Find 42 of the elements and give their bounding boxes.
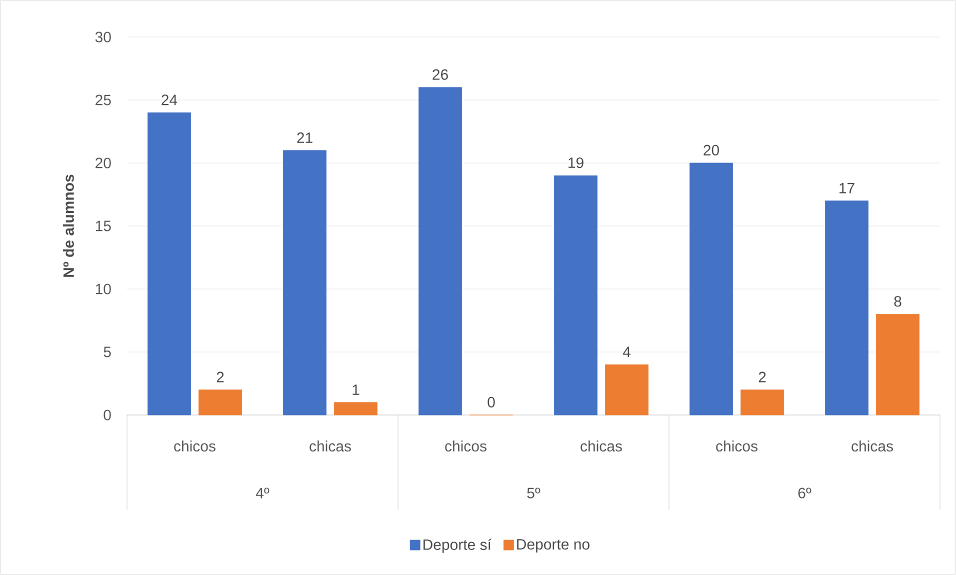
data-label: 1	[352, 384, 360, 395]
data-label: 0	[488, 396, 495, 408]
bar	[876, 314, 920, 416]
y-tick-label: 30	[95, 32, 111, 42]
text: 6º	[798, 488, 812, 498]
data-label: 2	[216, 372, 224, 382]
text: 5º	[527, 488, 540, 498]
bar	[605, 364, 648, 416]
bar	[690, 162, 733, 416]
y-tick-label: 25	[96, 94, 111, 106]
y-tick-label: 5	[104, 346, 111, 358]
data-label: 19	[568, 157, 584, 168]
data-label: 4	[622, 346, 630, 358]
data-label: 2	[758, 372, 766, 382]
x-tick-label: chicos	[445, 440, 486, 452]
data-label: 26	[432, 69, 448, 80]
y-tick-label: 0	[104, 410, 111, 420]
x-tick-label: chicas	[852, 440, 893, 452]
x-tick-label: chicas	[580, 440, 622, 452]
data-label: 17	[840, 182, 854, 194]
bar	[334, 402, 378, 416]
y-tick-label: 20	[96, 158, 111, 168]
legend-label: Deporte sí	[424, 538, 492, 553]
bar	[554, 175, 598, 416]
data-label: 24	[162, 94, 178, 106]
data-label: 8	[894, 296, 902, 307]
y-tick-label: 10	[96, 284, 111, 294]
x-tick-label: chicos	[716, 440, 758, 452]
bar	[148, 112, 191, 416]
bar	[198, 390, 242, 416]
legend-label: Deporte no	[517, 539, 590, 553]
data-label: 20	[704, 144, 720, 156]
bar	[825, 200, 868, 416]
y-axis-title: Nº de alumnos	[62, 174, 74, 277]
bar	[283, 150, 326, 416]
bar	[740, 390, 784, 416]
y-tick-label: 15	[96, 220, 111, 232]
data-label: 21	[297, 132, 312, 143]
text: 4º	[256, 488, 270, 498]
x-tick-label: chicos	[174, 440, 216, 452]
bar	[418, 87, 462, 416]
x-tick-label: chicas	[310, 440, 351, 452]
